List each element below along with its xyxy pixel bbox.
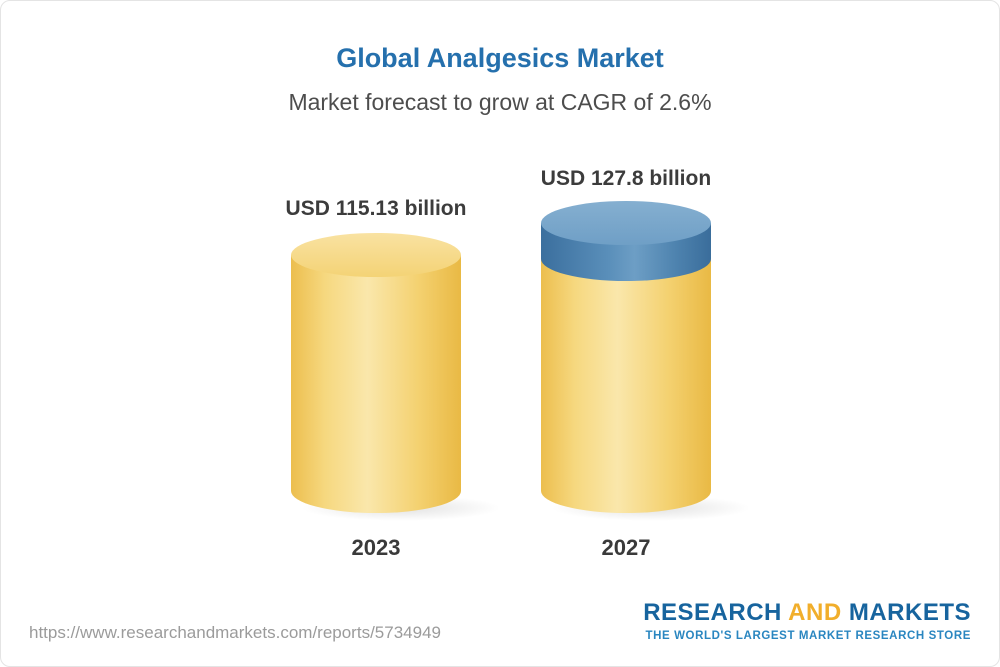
bar-2023-category-label: 2023 — [351, 535, 401, 560]
brand-logo-tagline: THE WORLD'S LARGEST MARKET RESEARCH STOR… — [645, 630, 971, 642]
brand-logo-and: AND — [788, 599, 842, 626]
chart-title: Global Analgesics Market — [336, 43, 664, 73]
bar-2023-cylinder — [291, 233, 461, 513]
bar-2023-cap — [291, 233, 461, 277]
brand-logo-wordmark: RESEARCH AND MARKETS — [643, 599, 971, 627]
bar-2027-category-label: 2027 — [601, 535, 651, 560]
bar-2027-body — [541, 251, 711, 513]
brand-logo-markets: MARKETS — [848, 599, 971, 626]
bar-2023-value-label: USD 115.13 billion — [285, 197, 467, 220]
chart-subtitle: Market forecast to grow at CAGR of 2.6% — [288, 89, 712, 115]
brand-logo-research: RESEARCH — [643, 599, 782, 626]
brand-logo: RESEARCH AND MARKETS THE WORLD'S LARGEST… — [643, 599, 971, 642]
bar-2027-value-label: USD 127.8 billion — [540, 167, 712, 190]
bar-2027-cap — [541, 201, 711, 245]
report-url[interactable]: https://www.researchandmarkets.com/repor… — [29, 623, 441, 642]
bar-2027-cylinder — [541, 201, 711, 513]
bar-2023-body — [291, 255, 461, 513]
